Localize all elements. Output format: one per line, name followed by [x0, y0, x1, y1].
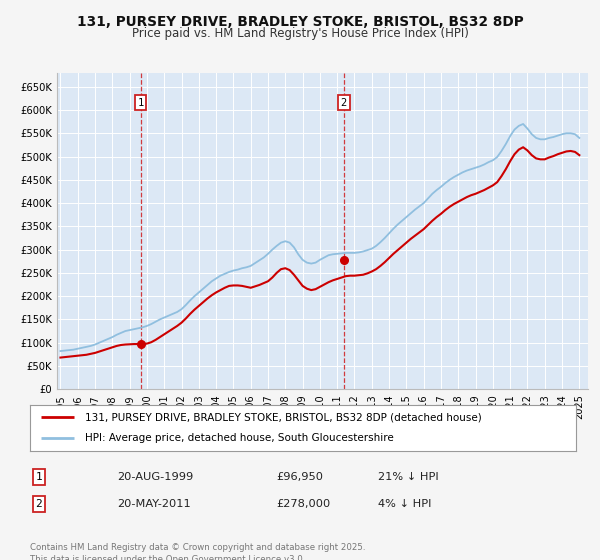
- Text: 4% ↓ HPI: 4% ↓ HPI: [378, 499, 431, 509]
- Text: 131, PURSEY DRIVE, BRADLEY STOKE, BRISTOL, BS32 8DP: 131, PURSEY DRIVE, BRADLEY STOKE, BRISTO…: [77, 15, 523, 29]
- Text: £96,950: £96,950: [276, 472, 323, 482]
- Text: 20-AUG-1999: 20-AUG-1999: [117, 472, 193, 482]
- Text: 131, PURSEY DRIVE, BRADLEY STOKE, BRISTOL, BS32 8DP (detached house): 131, PURSEY DRIVE, BRADLEY STOKE, BRISTO…: [85, 412, 481, 422]
- Text: 1: 1: [35, 472, 43, 482]
- Text: £278,000: £278,000: [276, 499, 330, 509]
- Text: 21% ↓ HPI: 21% ↓ HPI: [378, 472, 439, 482]
- Text: Price paid vs. HM Land Registry's House Price Index (HPI): Price paid vs. HM Land Registry's House …: [131, 27, 469, 40]
- Text: 1: 1: [137, 98, 144, 108]
- Text: 2: 2: [35, 499, 43, 509]
- Text: 2: 2: [341, 98, 347, 108]
- Text: Contains HM Land Registry data © Crown copyright and database right 2025.
This d: Contains HM Land Registry data © Crown c…: [30, 543, 365, 560]
- Text: 20-MAY-2011: 20-MAY-2011: [117, 499, 191, 509]
- Text: HPI: Average price, detached house, South Gloucestershire: HPI: Average price, detached house, Sout…: [85, 433, 394, 444]
